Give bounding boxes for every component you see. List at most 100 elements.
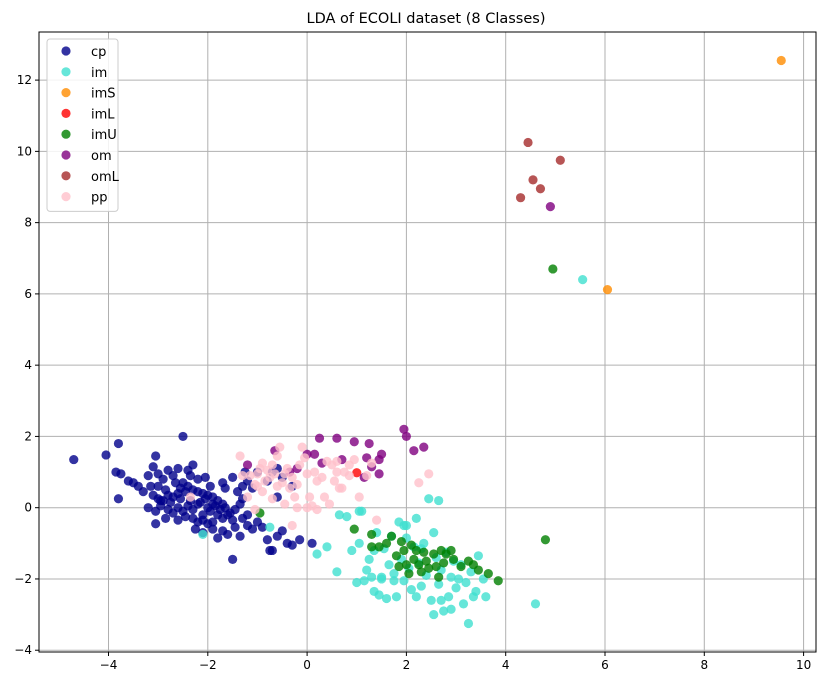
data-point: [359, 576, 369, 586]
data-point: [282, 463, 292, 474]
data-point: [391, 551, 402, 561]
data-point: [332, 467, 342, 477]
data-point: [319, 492, 330, 502]
data-point: [344, 471, 354, 481]
data-point: [250, 504, 260, 515]
data-point: [277, 526, 287, 536]
legend-marker: [61, 88, 71, 98]
data-point: [528, 175, 538, 185]
data-point: [473, 551, 483, 561]
legend-label: imU: [91, 128, 117, 143]
data-point: [367, 529, 377, 540]
data-point: [173, 515, 183, 525]
data-point: [461, 577, 471, 588]
data-point: [138, 487, 148, 497]
data-point: [424, 494, 434, 504]
data-point: [158, 474, 168, 484]
data-point: [188, 460, 198, 470]
data-point: [776, 55, 786, 66]
series-pp: [185, 442, 434, 531]
data-point: [287, 472, 297, 483]
data-point: [367, 572, 377, 582]
data-point: [302, 503, 312, 513]
data-point: [295, 460, 305, 470]
legend-label: cp: [91, 45, 106, 60]
data-point: [399, 424, 409, 434]
data-point: [545, 201, 555, 212]
data-point: [168, 471, 178, 481]
data-point: [218, 526, 228, 536]
data-point: [116, 469, 126, 479]
data-point: [401, 431, 411, 442]
legend-item-cp: cp: [61, 45, 106, 60]
data-point: [287, 520, 297, 531]
data-point: [394, 561, 404, 572]
data-point: [411, 513, 421, 523]
data-point: [265, 522, 275, 532]
data-point: [416, 567, 426, 577]
data-point: [364, 438, 374, 449]
data-point: [352, 468, 362, 478]
data-point: [275, 442, 285, 452]
data-point: [456, 561, 466, 572]
data-point: [374, 542, 384, 552]
legend-label: im: [91, 66, 107, 81]
data-point: [292, 503, 302, 513]
data-point: [314, 433, 325, 443]
data-point: [548, 264, 558, 274]
data-point: [285, 483, 295, 493]
series-om: [242, 201, 555, 483]
legend-box: [46, 38, 119, 212]
data-point: [245, 471, 255, 481]
data-point: [376, 572, 387, 582]
data-point: [208, 499, 218, 509]
data-point: [242, 492, 253, 502]
data-point: [180, 511, 191, 522]
data-point: [602, 285, 613, 295]
data-point: [451, 583, 461, 593]
data-point: [374, 469, 384, 479]
data-point: [409, 446, 419, 456]
data-point: [483, 569, 493, 579]
data-point: [515, 193, 526, 203]
data-point: [401, 560, 411, 570]
data-point: [235, 531, 245, 541]
data-point: [354, 538, 364, 548]
data-point: [424, 469, 434, 479]
data-point: [198, 529, 208, 540]
data-point: [523, 137, 533, 148]
data-point: [143, 471, 153, 481]
data-point: [287, 540, 297, 550]
data-point: [389, 576, 399, 586]
legend: cp im imS imL imU om omL pp: [46, 38, 120, 212]
legend-label: om: [91, 149, 112, 164]
data-point: [414, 478, 424, 488]
data-point: [113, 438, 124, 449]
data-point: [247, 524, 258, 534]
legend-label: pp: [91, 191, 108, 206]
data-point: [436, 595, 446, 605]
data-point: [272, 481, 282, 491]
y-tick-label: −2: [14, 572, 32, 586]
data-point: [463, 618, 474, 629]
data-point: [399, 545, 409, 556]
data-point: [555, 155, 565, 165]
legend-item-imS: imS: [61, 87, 116, 102]
data-point: [530, 599, 541, 609]
data-point: [349, 454, 359, 465]
data-point: [332, 567, 342, 577]
data-point: [389, 569, 399, 579]
series-imL: [352, 468, 362, 478]
data-point: [208, 524, 218, 534]
data-point: [471, 586, 481, 597]
data-point: [429, 609, 439, 620]
data-point: [446, 545, 456, 556]
legend-item-om: om: [61, 149, 112, 164]
data-point: [481, 592, 491, 602]
data-point: [242, 460, 253, 470]
data-point: [228, 515, 238, 525]
data-point: [466, 567, 476, 577]
data-point: [267, 545, 277, 556]
legend-marker: [61, 67, 71, 77]
